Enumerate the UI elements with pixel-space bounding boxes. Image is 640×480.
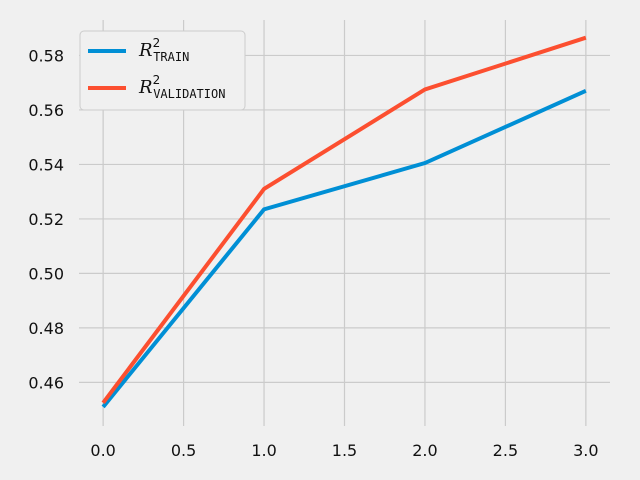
legend-subscript-train: TRAIN bbox=[153, 50, 189, 64]
x-tick-label: 3.0 bbox=[573, 441, 598, 460]
legend-superscript-train: 2 bbox=[153, 36, 161, 50]
legend-label-validation: R2 VALIDATION bbox=[138, 73, 225, 101]
y-axis-ticks: 0.46 0.48 0.50 0.52 0.54 0.56 0.58 bbox=[28, 46, 64, 392]
legend-superscript-validation: 2 bbox=[153, 73, 161, 87]
y-tick-label: 0.48 bbox=[28, 319, 64, 338]
series-lines bbox=[101, 35, 587, 409]
y-tick-label: 0.56 bbox=[28, 101, 64, 120]
legend-symbol-validation: R bbox=[138, 77, 153, 98]
x-tick-label: 0.5 bbox=[171, 441, 196, 460]
y-tick-label: 0.50 bbox=[28, 264, 64, 283]
legend: R2 TRAIN R2 VALIDATION bbox=[79, 30, 246, 111]
legend-symbol-train: R bbox=[138, 40, 153, 61]
x-axis-ticks: 0.0 0.5 1.0 1.5 2.0 2.5 3.0 bbox=[90, 441, 598, 460]
legend-label-train: R2 TRAIN bbox=[138, 36, 189, 64]
series-line-validation bbox=[101, 35, 587, 405]
x-tick-label: 1.0 bbox=[251, 441, 276, 460]
series-line-train bbox=[101, 89, 587, 409]
x-tick-label: 2.5 bbox=[493, 441, 518, 460]
x-tick-label: 1.5 bbox=[332, 441, 357, 460]
x-tick-label: 2.0 bbox=[412, 441, 437, 460]
y-tick-label: 0.46 bbox=[28, 373, 64, 392]
y-tick-label: 0.52 bbox=[28, 210, 64, 229]
x-tick-label: 0.0 bbox=[90, 441, 115, 460]
y-tick-label: 0.58 bbox=[28, 46, 64, 65]
legend-subscript-validation: VALIDATION bbox=[153, 87, 225, 101]
y-tick-label: 0.54 bbox=[28, 155, 64, 174]
